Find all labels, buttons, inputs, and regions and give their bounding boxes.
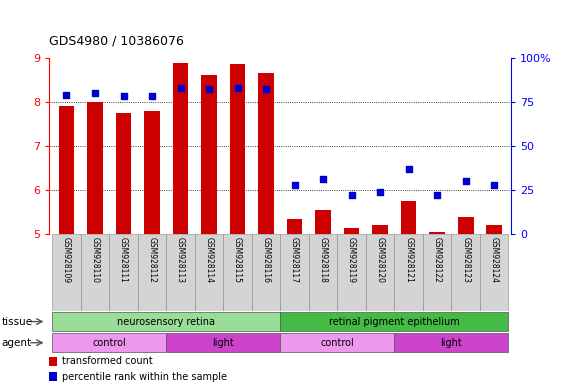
Bar (344, 228, 360, 234)
Bar (281, 312, 508, 331)
Text: neurosensory retina: neurosensory retina (117, 316, 216, 327)
Text: tissue: tissue (2, 316, 33, 327)
Bar (338, 234, 366, 311)
Text: GSM928117: GSM928117 (290, 237, 299, 283)
Text: GSM928122: GSM928122 (433, 237, 442, 282)
Text: GSM928115: GSM928115 (233, 237, 242, 283)
Text: GSM928120: GSM928120 (376, 237, 385, 283)
Point (490, 182, 499, 188)
Bar (59, 106, 74, 234)
Bar (252, 234, 281, 311)
Text: control: control (92, 338, 126, 348)
Bar (81, 234, 109, 311)
Point (62, 92, 71, 98)
Bar (258, 73, 274, 234)
Point (461, 178, 470, 184)
Point (233, 84, 242, 91)
Bar (480, 234, 508, 311)
Point (176, 84, 185, 91)
Bar (144, 111, 160, 234)
Point (347, 192, 356, 199)
Bar (366, 234, 394, 311)
Bar (372, 225, 388, 234)
Bar (281, 333, 394, 352)
Text: GSM928116: GSM928116 (261, 237, 271, 283)
Bar (116, 113, 131, 234)
Bar (138, 234, 166, 311)
Bar (52, 234, 81, 311)
Bar (401, 201, 417, 234)
Bar (166, 333, 280, 352)
Bar (287, 219, 303, 234)
Text: light: light (213, 338, 234, 348)
Text: GSM928113: GSM928113 (176, 237, 185, 283)
Text: transformed count: transformed count (62, 356, 153, 366)
Text: GSM928118: GSM928118 (318, 237, 328, 282)
Bar (309, 234, 338, 311)
Bar (166, 234, 195, 311)
Text: control: control (321, 338, 354, 348)
Bar (52, 312, 281, 331)
Bar (229, 64, 245, 234)
Bar (451, 234, 480, 311)
Text: GSM928111: GSM928111 (119, 237, 128, 282)
Bar (173, 63, 188, 234)
Text: GSM928109: GSM928109 (62, 237, 71, 283)
Bar (201, 75, 217, 234)
Point (119, 93, 128, 99)
Text: GDS4980 / 10386076: GDS4980 / 10386076 (49, 35, 184, 48)
Point (404, 166, 413, 172)
Text: percentile rank within the sample: percentile rank within the sample (62, 372, 227, 382)
Point (375, 189, 385, 195)
Bar (49, 357, 58, 366)
Bar (429, 232, 445, 234)
Bar (458, 217, 474, 234)
Bar (281, 234, 309, 311)
Text: GSM928121: GSM928121 (404, 237, 413, 282)
Text: GSM928114: GSM928114 (205, 237, 214, 283)
Bar (394, 333, 508, 352)
Point (91, 90, 100, 96)
Text: light: light (440, 338, 462, 348)
Bar (49, 372, 58, 381)
Bar (394, 234, 423, 311)
Text: GSM928112: GSM928112 (148, 237, 156, 282)
Bar (315, 210, 331, 234)
Bar (486, 225, 502, 234)
Bar (109, 234, 138, 311)
Point (318, 176, 328, 182)
Point (148, 93, 157, 99)
Point (432, 192, 442, 199)
Text: GSM928124: GSM928124 (490, 237, 498, 283)
Text: agent: agent (2, 338, 32, 348)
Point (205, 86, 214, 93)
Bar (223, 234, 252, 311)
Text: GSM928110: GSM928110 (91, 237, 99, 283)
Point (261, 86, 271, 93)
Text: GSM928119: GSM928119 (347, 237, 356, 283)
Bar (423, 234, 451, 311)
Point (290, 182, 299, 188)
Text: GSM928123: GSM928123 (461, 237, 470, 283)
Bar (87, 102, 103, 234)
Bar (195, 234, 223, 311)
Text: retinal pigment epithelium: retinal pigment epithelium (329, 316, 460, 327)
Bar (52, 333, 166, 352)
